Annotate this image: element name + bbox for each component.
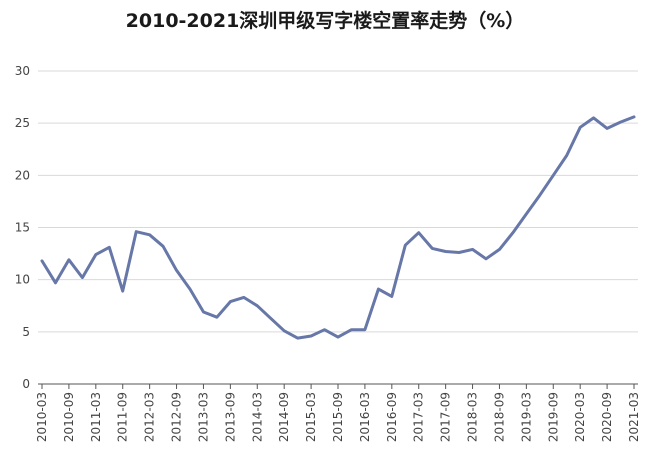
x-tick-label: 2014-09 (277, 392, 291, 442)
y-tick-label: 20 (15, 168, 30, 182)
y-tick-label: 30 (15, 64, 30, 78)
x-tick-label: 2019-09 (546, 392, 560, 442)
y-tick-label: 10 (15, 273, 30, 287)
x-tick-label: 2021-03 (627, 392, 641, 442)
series-line (40, 115, 636, 340)
chart-title: 2010-2021深圳甲级写字楼空置率走势（%） (125, 10, 525, 32)
series (40, 115, 636, 340)
x-tick-label: 2017-03 (412, 392, 426, 442)
y-tick-labels: 0 5 10 15 20 25 30 (15, 64, 30, 391)
x-tick-label: 2013-03 (196, 392, 210, 442)
x-tick-label: 2020-03 (573, 392, 587, 442)
x-tick-label: 2015-09 (331, 392, 345, 442)
x-tick-label: 2010-09 (62, 392, 76, 442)
x-tick-label: 2012-03 (143, 392, 157, 442)
x-tick-label: 2016-09 (385, 392, 399, 442)
x-tick-label: 2019-03 (519, 392, 533, 442)
y-tick-label: 15 (15, 221, 30, 235)
x-tick-label: 2011-03 (89, 392, 103, 442)
y-tick-label: 0 (22, 377, 30, 391)
x-tick-label: 2014-03 (250, 392, 264, 442)
x-tick-label: 2017-09 (439, 392, 453, 442)
x-tick-label: 2013-09 (223, 392, 237, 442)
x-tick-label: 2018-09 (492, 392, 506, 442)
x-tick-label: 2016-03 (358, 392, 372, 442)
x-tick-labels: 2010-03 2010-09 2011-03 2011-09 2012-03 2012-… (35, 392, 641, 442)
y-tick-label: 5 (22, 325, 30, 339)
y-tick-label: 25 (15, 116, 30, 130)
x-tick-label: 2018-03 (466, 392, 480, 442)
x-tick-label: 2012-09 (170, 392, 184, 442)
x-tick-label: 2015-03 (304, 392, 318, 442)
axes (38, 383, 638, 389)
x-tick-label: 2011-09 (116, 392, 130, 442)
x-tick-label: 2010-03 (35, 392, 49, 442)
gridlines (38, 70, 638, 333)
x-tick-label: 2020-09 (600, 392, 614, 442)
